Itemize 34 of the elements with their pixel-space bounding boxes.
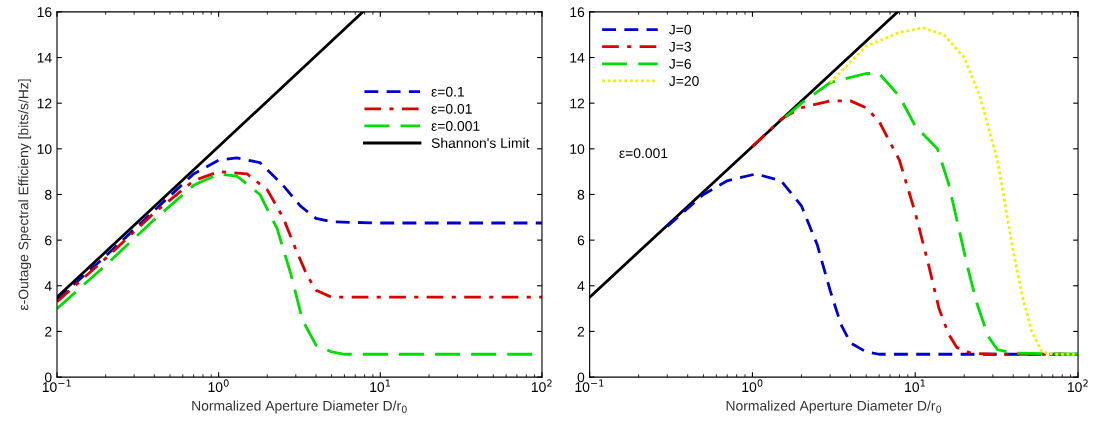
legend-label: ε=0.01 — [431, 103, 472, 114]
legend-label: J=6 — [669, 58, 691, 69]
x-tick-label: 10$^{0}$ — [742, 379, 763, 393]
x-tick-label: 10$^{0}$ — [208, 379, 229, 393]
y-tick-label: 6 — [45, 235, 52, 246]
y-tick-label: 16 — [570, 7, 585, 18]
y-tick-label: 4 — [577, 281, 585, 291]
x-tick-label: 10$^{1}$ — [905, 379, 925, 393]
y-tick-label: 14 — [37, 53, 52, 63]
y-tick-label: 14 — [570, 53, 585, 63]
x-tick-label: 10$^{2}$ — [1067, 379, 1088, 393]
x-axis-title: Normalized Aperture Diameter D/r$_{0}$ — [192, 400, 407, 414]
y-tick-label: 10 — [37, 144, 52, 154]
y-tick-label: 16 — [37, 7, 52, 18]
y-tick-label: 8 — [577, 189, 585, 200]
legend-label: Shannon's Limit — [431, 137, 530, 149]
legend-label: ε=0.001 — [431, 121, 480, 131]
y-tick-label: 12 — [570, 98, 585, 109]
x-tick-label: 10$^{1}$ — [370, 379, 391, 393]
y-axis-title: ε-Outage Spectral Efficieny [bits/s/Hz] — [18, 79, 32, 311]
y-tick-label: 8 — [45, 189, 52, 200]
y-tick-label: 2 — [577, 326, 585, 337]
legend-label: J=3 — [669, 41, 691, 52]
x-tick-label: 10$^{2}$ — [531, 379, 552, 393]
y-tick-label: 4 — [44, 281, 52, 291]
legend-label: J=0 — [669, 24, 692, 35]
legend-label: J=20 — [669, 76, 699, 86]
x-axis-title: Normalized Aperture Diameter D/r$_{0}$ — [726, 400, 942, 414]
y-tick-label: 6 — [577, 235, 585, 246]
y-tick-label: 12 — [37, 98, 52, 109]
annotation: ε=0.001 — [619, 148, 668, 159]
y-tick-label: 10 — [570, 144, 585, 154]
legend-label: ε=0.1 — [431, 86, 465, 97]
y-tick-label: 2 — [45, 326, 52, 337]
